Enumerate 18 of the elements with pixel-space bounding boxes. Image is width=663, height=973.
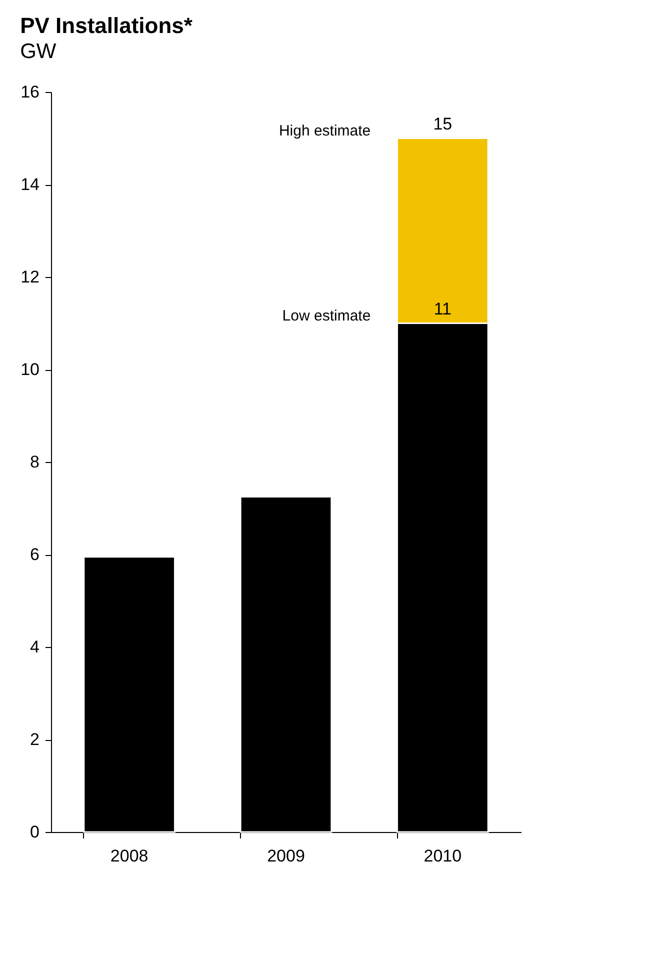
y-tick-label: 16 xyxy=(20,82,40,102)
x-tick-label: 2009 xyxy=(267,846,305,866)
data-label: 11 xyxy=(434,299,452,318)
y-tick-label: 0 xyxy=(30,822,40,842)
total-label: 15 xyxy=(433,114,452,134)
y-tick-label: 2 xyxy=(30,730,40,749)
y-tick-label: 4 xyxy=(30,638,40,656)
x-tick-label: 2008 xyxy=(110,846,148,866)
y-tick-label: 8 xyxy=(30,452,40,472)
chart-title: PV Installations* xyxy=(20,13,193,38)
y-tick-label: 10 xyxy=(20,360,40,379)
annotation: Low estimate xyxy=(282,307,371,324)
x-tick-label: 2010 xyxy=(424,846,462,866)
chart-subtitle: GW xyxy=(20,40,56,63)
y-tick-label: 6 xyxy=(30,545,40,564)
y-tick-label: 14 xyxy=(20,175,40,194)
y-tick-label: 12 xyxy=(20,268,40,286)
annotation: High estimate xyxy=(278,122,371,140)
